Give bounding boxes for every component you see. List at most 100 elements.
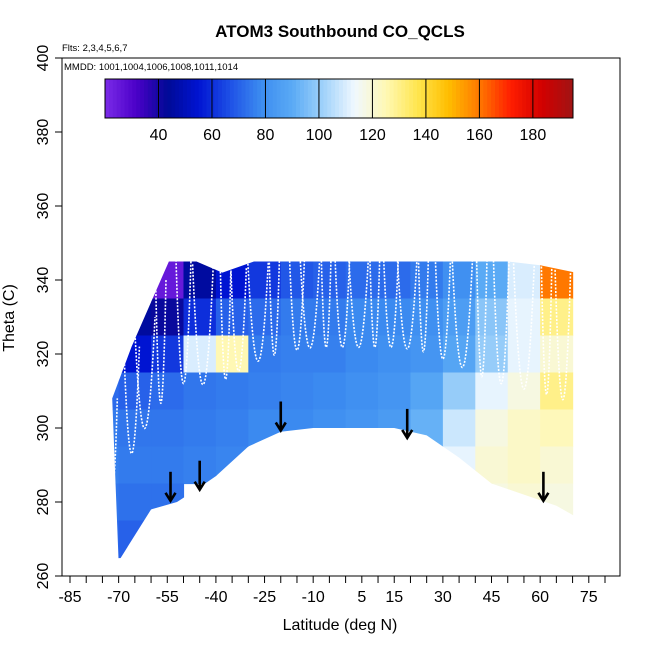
heatmap-cell [151, 372, 185, 411]
colorbar-swatch [405, 79, 410, 118]
colorbar-swatch [116, 79, 122, 118]
heatmap-cell [118, 520, 152, 559]
x-tick-label: -85 [58, 589, 81, 606]
x-tick-label: 30 [434, 589, 452, 606]
colorbar-swatch [241, 79, 246, 118]
heatmap-cell [475, 483, 509, 522]
colorbar-swatch [518, 79, 523, 118]
colorbar-swatch [409, 79, 414, 118]
colorbar-swatch [264, 79, 270, 118]
colorbar: 40 60 80 100 120 140 160 180 [104, 78, 574, 144]
colorbar-swatch [362, 79, 367, 118]
heatmap-cell [410, 372, 444, 411]
heatmap-cell [248, 298, 282, 337]
colorbar-swatch [456, 79, 461, 118]
x-tick-label: -25 [253, 589, 276, 606]
colorbar-frame [104, 78, 574, 119]
colorbar-swatch [339, 79, 344, 118]
colorbar-swatch [491, 79, 496, 118]
heatmap-cell [248, 409, 282, 448]
heatmap-cell [183, 372, 217, 411]
colorbar-swatch [183, 79, 188, 118]
colorbar-swatch [401, 79, 406, 118]
y-tick-label: 400 [35, 45, 52, 72]
flight-trace [540, 266, 553, 395]
colorbar-swatch [147, 79, 153, 118]
heatmap-cell [215, 372, 249, 411]
flight-trace [133, 316, 156, 430]
heatmap-cell [118, 261, 152, 300]
y-axis: 260 280 300 320 340 360 380 400 [35, 45, 62, 589]
heatmap-cell [118, 372, 152, 411]
colorbar-swatch [498, 79, 504, 118]
arrow-head [401, 429, 414, 441]
flight-trace [333, 246, 351, 348]
colorbar-swatch [436, 79, 441, 118]
x-axis-label: Latitude (deg N) [283, 617, 398, 634]
colorbar-tick-label: 140 [413, 127, 440, 144]
y-tick-label: 320 [35, 341, 52, 368]
arrow-head [274, 421, 287, 433]
colorbar-swatch [378, 79, 383, 118]
flight-trace [512, 263, 536, 390]
heatmap-cell [507, 372, 541, 411]
y-tick-label: 340 [35, 267, 52, 294]
heatmap-cell [378, 372, 412, 411]
colorbar-swatch [417, 79, 422, 118]
heatmap-cell [507, 335, 541, 374]
heatmap-cell [442, 446, 476, 485]
x-tick-label: 60 [531, 589, 549, 606]
colorbar-swatch [561, 79, 566, 118]
heatmap-cell [112, 409, 120, 448]
colorbar-swatch [222, 79, 227, 118]
colorbar-swatch [479, 79, 484, 118]
colorbar-swatch [354, 79, 359, 118]
colorbar-swatch [393, 79, 398, 118]
colorbar-swatch [151, 79, 157, 118]
colorbar-swatch [280, 79, 285, 118]
colorbar-swatch [366, 79, 371, 118]
heatmap-cell [313, 372, 347, 411]
colorbar-swatch [175, 79, 180, 118]
colorbar-swatch [284, 79, 289, 118]
flight-trace [492, 260, 510, 385]
colorbar-swatch [459, 79, 465, 118]
heatmap-cell [280, 372, 314, 411]
colorbar-swatch [534, 79, 539, 118]
colorbar-swatch [510, 79, 515, 118]
colorbar-swatch [292, 79, 297, 118]
heatmap-cell [248, 261, 282, 300]
colorbar-swatch [167, 79, 172, 118]
y-tick-label: 380 [35, 119, 52, 146]
colorbar-swatch [140, 79, 145, 118]
colorbar-swatch [342, 79, 348, 118]
colorbar-swatch [448, 79, 453, 118]
colorbar-swatch [545, 79, 551, 118]
heatmap-cell [112, 446, 120, 485]
colorbar-swatch [506, 79, 512, 118]
colorbar-swatch [202, 79, 207, 118]
flight-trace [154, 279, 167, 404]
heatmap-cell [378, 335, 412, 374]
y-tick-label: 300 [35, 415, 52, 442]
heatmap-cell [112, 520, 120, 559]
colorbar-swatch [483, 79, 488, 118]
colorbar-swatch [105, 79, 110, 118]
heatmap-cell [540, 446, 574, 485]
heatmap-cell [378, 298, 412, 337]
colorbar-swatch [108, 79, 114, 118]
y-axis-label: Theta (C) [1, 284, 18, 352]
colorbar-swatch [440, 79, 445, 118]
colorbar-tick-label: 100 [306, 127, 333, 144]
colorbar-swatch [194, 79, 200, 118]
colorbar-swatch [272, 79, 278, 118]
flight-trace [246, 260, 270, 362]
colorbar-swatch [553, 79, 558, 118]
x-axis: -85 -70 -55 -40 -25 -10 5 15 30 45 60 75 [58, 576, 606, 606]
heatmap-cell [248, 372, 282, 411]
flight-trace [230, 266, 248, 372]
colorbar-swatch [467, 79, 473, 118]
colorbar-swatch [537, 79, 543, 118]
colorbar-swatch [257, 79, 262, 118]
heatmap-cell [442, 261, 476, 300]
